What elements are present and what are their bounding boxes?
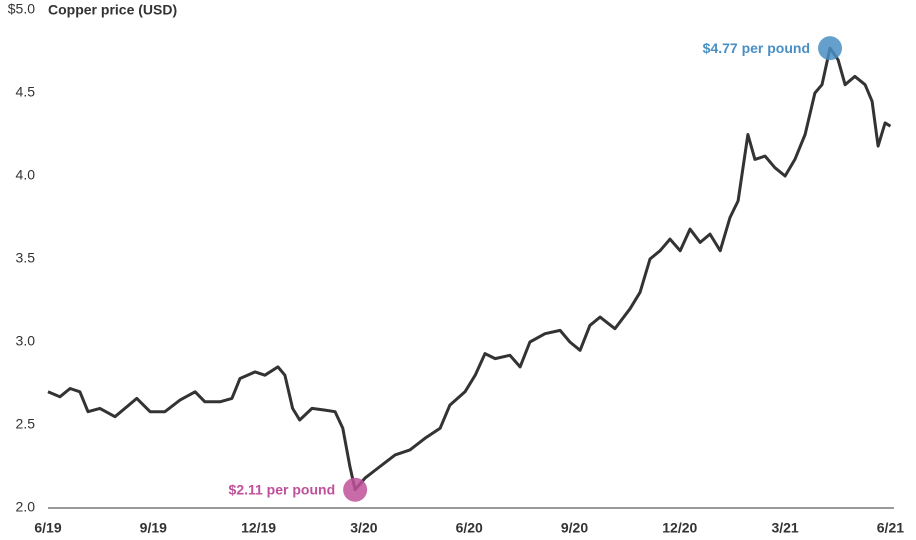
annotation-marker xyxy=(343,477,368,502)
y-tick-label: 4.5 xyxy=(16,84,36,100)
x-tick-label: 3/21 xyxy=(771,520,798,536)
x-tick-label: 12/19 xyxy=(241,520,276,536)
x-tick-label: 6/20 xyxy=(456,520,483,536)
x-tick-label: 12/20 xyxy=(662,520,697,536)
y-tick-label: 2.0 xyxy=(16,499,36,515)
y-tick-label: 3.0 xyxy=(16,333,36,349)
x-tick-label: 9/19 xyxy=(140,520,167,536)
y-tick-label: $5.0 xyxy=(8,1,35,17)
y-tick-label: 4.0 xyxy=(16,167,36,183)
y-tick-label: 2.5 xyxy=(16,416,36,432)
annotation-label: $4.77 per pound xyxy=(703,40,810,56)
annotation-marker xyxy=(818,36,843,61)
price-line xyxy=(47,46,892,492)
x-tick-label: 9/20 xyxy=(561,520,588,536)
x-tick-label: 3/20 xyxy=(350,520,377,536)
x-tick-label: 6/19 xyxy=(34,520,61,536)
x-tick-label: 6/21 xyxy=(877,520,904,536)
y-tick-label: 3.5 xyxy=(16,250,36,266)
annotation-label: $2.11 per pound xyxy=(229,481,336,497)
chart-title: Copper price (USD) xyxy=(48,2,177,18)
